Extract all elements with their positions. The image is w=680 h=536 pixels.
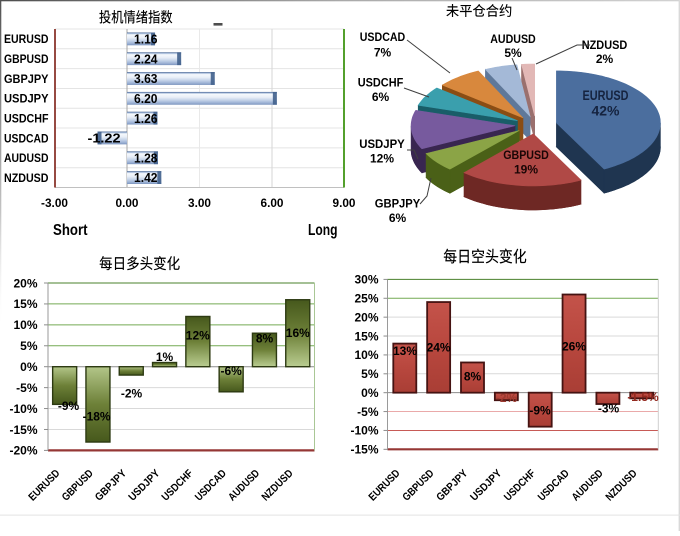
svg-text:-2%: -2% — [496, 391, 518, 405]
svg-text:-5%: -5% — [357, 405, 379, 419]
svg-text:42%: 42% — [591, 103, 620, 119]
svg-text:-10%: -10% — [350, 424, 378, 438]
svg-text:20%: 20% — [354, 310, 378, 324]
svg-text:USDCHF: USDCHF — [4, 111, 49, 125]
svg-text:3.00: 3.00 — [188, 196, 211, 210]
svg-text:2.24: 2.24 — [134, 52, 158, 66]
svg-text:USDCHF: USDCHF — [358, 76, 404, 90]
svg-text:8%: 8% — [256, 331, 274, 345]
svg-text:NZDUSD: NZDUSD — [582, 38, 628, 52]
svg-text:5%: 5% — [504, 46, 522, 60]
svg-text:Short: Short — [53, 222, 88, 239]
svg-text:6.20: 6.20 — [134, 92, 158, 106]
svg-text:24%: 24% — [427, 340, 451, 354]
svg-text:0%: 0% — [361, 386, 379, 400]
svg-text:-3%: -3% — [598, 401, 620, 415]
svg-text:-1.22: -1.22 — [88, 132, 121, 146]
svg-text:9.00: 9.00 — [333, 196, 356, 210]
svg-text:-10%: -10% — [9, 402, 37, 416]
svg-text:3.63: 3.63 — [134, 72, 158, 86]
svg-text:Long: Long — [308, 222, 338, 239]
svg-text:1%: 1% — [156, 350, 174, 364]
svg-text:10%: 10% — [13, 318, 37, 332]
svg-text:-20%: -20% — [9, 444, 37, 458]
svg-text:7%: 7% — [374, 46, 392, 60]
svg-text:-9%: -9% — [58, 399, 80, 413]
svg-text:13%: 13% — [393, 344, 417, 358]
svg-text:NZDUSD: NZDUSD — [4, 171, 49, 185]
svg-text:-18%: -18% — [83, 409, 111, 423]
svg-text:5%: 5% — [20, 339, 38, 353]
svg-text:-1.5%: -1.5% — [627, 390, 659, 404]
svg-text:-2%: -2% — [121, 386, 143, 400]
svg-text:GBPJPY: GBPJPY — [375, 197, 421, 211]
svg-text:AUDUSD: AUDUSD — [4, 151, 49, 165]
svg-text:USDCAD: USDCAD — [360, 30, 406, 44]
svg-text:AUDUSD: AUDUSD — [490, 32, 536, 46]
svg-text:1.26: 1.26 — [134, 112, 158, 126]
svg-text:30%: 30% — [354, 273, 378, 287]
svg-text:USDJPY: USDJPY — [359, 137, 405, 151]
svg-text:10%: 10% — [354, 348, 378, 362]
svg-text:15%: 15% — [13, 297, 37, 311]
svg-text:6%: 6% — [389, 211, 407, 225]
svg-text:26%: 26% — [562, 339, 586, 353]
svg-text:19%: 19% — [514, 163, 538, 177]
svg-text:0.00: 0.00 — [116, 196, 139, 210]
svg-text:USDCAD: USDCAD — [4, 131, 49, 145]
svg-text:-6%: -6% — [221, 364, 243, 378]
svg-text:-5%: -5% — [16, 381, 38, 395]
svg-text:1.16: 1.16 — [134, 33, 158, 47]
svg-text:6%: 6% — [372, 90, 390, 104]
svg-text:-9%: -9% — [529, 403, 551, 417]
svg-text:16%: 16% — [286, 326, 310, 340]
svg-text:GBPUSD: GBPUSD — [4, 52, 49, 66]
svg-text:EURUSD: EURUSD — [4, 32, 49, 46]
svg-text:15%: 15% — [354, 329, 378, 343]
svg-text:0%: 0% — [20, 360, 38, 374]
svg-text:2%: 2% — [596, 52, 614, 66]
svg-text:GBPUSD: GBPUSD — [503, 148, 549, 162]
svg-text:20%: 20% — [13, 276, 37, 290]
svg-text:USDJPY: USDJPY — [4, 92, 49, 106]
svg-text:12%: 12% — [370, 152, 394, 166]
svg-text:6.00: 6.00 — [261, 196, 284, 210]
svg-text:1.42: 1.42 — [134, 171, 158, 185]
svg-text:GBPJPY: GBPJPY — [4, 72, 49, 86]
svg-text:-15%: -15% — [9, 423, 37, 437]
svg-text:5%: 5% — [361, 367, 379, 381]
svg-text:-15%: -15% — [350, 443, 378, 457]
svg-text:12%: 12% — [186, 328, 210, 342]
svg-text:1.28: 1.28 — [134, 151, 158, 165]
svg-text:25%: 25% — [354, 292, 378, 306]
svg-text:-3.00: -3.00 — [41, 196, 68, 210]
svg-text:8%: 8% — [464, 369, 482, 383]
svg-text:EURUSD: EURUSD — [583, 87, 629, 103]
